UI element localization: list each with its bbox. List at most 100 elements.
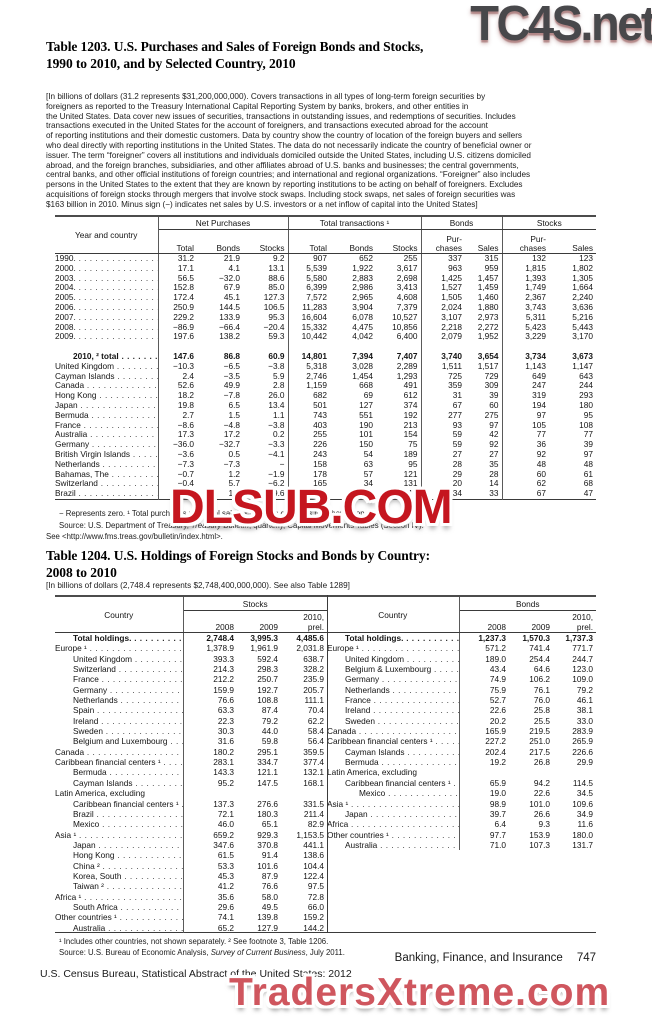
value-cell: 26.6	[533, 808, 550, 819]
row-label: 2008.	[55, 322, 159, 333]
value-cell: 315	[465, 253, 503, 264]
row-label: Cayman Islands	[55, 777, 184, 789]
table-row: United Kingdom −10.3 −6.5−3.8 5,318 3,0282,2…	[55, 361, 596, 372]
row-label: Taiwan ²	[55, 881, 184, 892]
group-header-stocks: Stocks	[502, 216, 597, 230]
table-row: Spain 63.3 87.4 70.4	[55, 705, 327, 716]
value-cell: 29.6	[217, 901, 234, 912]
table-row: Germany 74.9 106.2 109.0	[327, 674, 596, 685]
table-1204: Country Stocks 2008 2009 2010, prel. Tot…	[55, 595, 597, 933]
table-row: Europe ¹ 571.2 741.4 771.7	[327, 643, 596, 654]
value-cell: 150	[359, 439, 374, 450]
row-label: Ireland	[55, 715, 184, 727]
row-label: South Africa	[55, 901, 184, 913]
table-row: Netherlands 76.6 108.8 111.1	[55, 695, 327, 706]
table-row: Other countries ¹ 97.7 153.9 180.0	[327, 829, 596, 840]
table-row: Ireland 22.6 25.8 38.1	[327, 705, 596, 716]
value-cell: 4.1	[228, 262, 240, 273]
value-cell: 67.9	[223, 282, 240, 293]
value-cell: 235.9	[303, 674, 324, 685]
value-cell: 0.5	[228, 448, 240, 459]
value-cell: 1,505	[441, 292, 463, 303]
value-cell: 46.1	[576, 695, 594, 706]
value-cell: 95.2	[217, 777, 234, 788]
value-cell: 14	[465, 479, 503, 490]
value-cell: 250.9	[173, 301, 194, 312]
section-footer: Banking, Finance, and Insurance 747	[395, 952, 596, 964]
value-cell: 189.0	[485, 653, 506, 664]
table-row: British Virgin Islands −3.6 0.5−4.1 243 5418…	[55, 448, 596, 460]
table-row: Cayman Islands 202.4 217.5 226.6	[327, 746, 596, 758]
value-cell: 25.5	[533, 715, 550, 726]
value-cell	[281, 788, 327, 798]
value-cell: 3,904	[352, 301, 374, 312]
row-label: Africa ¹	[55, 891, 184, 902]
table-row: Other countries ¹ 74.1 139.8 159.2	[55, 912, 327, 923]
row-label: British Virgin Islands	[55, 449, 159, 460]
value-cell: 21.9	[223, 253, 240, 263]
value-cell: 275	[465, 410, 503, 421]
value-cell: 19.0	[489, 788, 506, 799]
table-row: China ² 53.3 101.6 104.4	[55, 860, 327, 871]
value-cell: 1,378.9	[206, 643, 234, 654]
value-cell: 39.7	[489, 808, 506, 819]
value-cell: 205.7	[303, 684, 324, 695]
value-cell: 227.2	[485, 736, 506, 747]
group-header-row: Country Bonds	[327, 596, 597, 633]
row-label: France	[327, 695, 460, 706]
table-row: Total holdings. 1,237.3 1,570.3 1,737.3	[327, 632, 596, 644]
value-cell: 592.4	[257, 653, 278, 664]
row-label: Sweden	[55, 726, 184, 737]
value-cell: 334.7	[257, 757, 278, 768]
value-cell: 138.6	[303, 850, 324, 861]
row-label: Netherlands	[55, 695, 184, 706]
value-cell: 180.0	[572, 829, 594, 840]
value-cell: 551	[359, 409, 374, 420]
value-cell: −3.6	[177, 448, 194, 459]
value-cell: 2,973	[465, 312, 503, 323]
value-cell: 255	[376, 253, 422, 264]
value-cell: 682	[313, 390, 328, 401]
row-label: Korea, South	[55, 870, 184, 882]
value-cell: 612	[376, 390, 422, 401]
value-cell: 771.7	[572, 643, 594, 654]
value-cell: 114	[376, 488, 422, 500]
value-cell: 963	[448, 262, 463, 273]
source-text: , quarterly, Capital Movements Tables (S…	[248, 520, 424, 530]
value-cell: 31.2	[177, 253, 194, 263]
table-1203-title: Table 1203. U.S. Purchases and Sales of …	[46, 39, 424, 71]
row-label: Europe ¹	[327, 643, 460, 654]
value-cell: 2,367	[525, 292, 547, 303]
value-cell: 11,283	[302, 301, 328, 312]
value-cell: 28	[465, 469, 503, 480]
value-cell: 7,407	[376, 351, 422, 362]
value-cell: 97.5	[307, 881, 324, 892]
table-row: Caribbean financial centers ¹ 227.2 251.0 2…	[327, 736, 596, 747]
table-row: Ireland 22.3 79.2 62.2	[55, 715, 327, 727]
value-cell: 63	[363, 458, 374, 469]
value-cell: 31.6	[217, 736, 234, 747]
value-cell: 106.5	[243, 302, 289, 313]
value-cell: 67	[363, 488, 374, 499]
value-cell: 36	[536, 439, 547, 450]
column-header: Total	[158, 229, 197, 254]
value-cell: 4,042	[352, 331, 374, 342]
value-cell: 27	[452, 448, 463, 459]
table-row: Hong Kong 61.5 91.4 138.6	[55, 850, 327, 861]
table-1203-intro: [In billions of dollars (31.2 represents…	[46, 92, 532, 209]
group-header-row: Year and country Net Purchases Total tra…	[55, 216, 597, 254]
value-cell: 29.9	[576, 757, 594, 768]
value-cell: 255	[313, 429, 328, 440]
value-cell: 54	[363, 448, 374, 459]
value-cell: 107.3	[529, 839, 550, 850]
column-header: Bonds	[197, 229, 243, 254]
table-row: United Kingdom 189.0 254.4 244.7	[327, 653, 596, 665]
value-cell: 1.1	[228, 488, 240, 499]
value-cell	[243, 342, 289, 352]
table-row: 2003.56.5−32.088.65,5802,8832,6981,4251,…	[55, 273, 596, 284]
row-label: Hong Kong	[55, 850, 184, 861]
value-cell: 7,379	[376, 302, 422, 313]
row-label: 2003.	[55, 273, 159, 284]
